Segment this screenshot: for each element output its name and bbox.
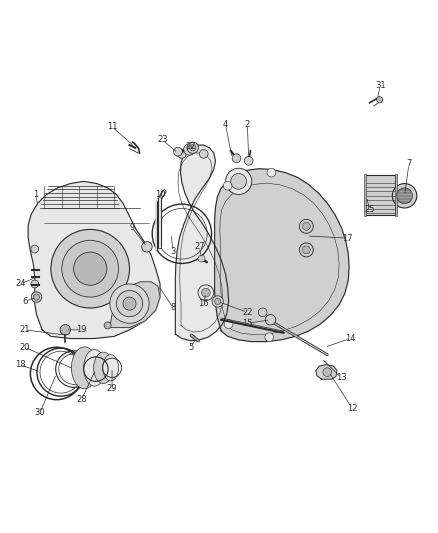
Circle shape [198, 255, 205, 262]
Circle shape [302, 246, 310, 254]
Circle shape [199, 149, 208, 158]
Circle shape [223, 181, 232, 190]
Text: 25: 25 [364, 205, 375, 214]
Text: 6: 6 [22, 297, 28, 306]
Text: 22: 22 [242, 308, 253, 317]
Text: 24: 24 [15, 279, 25, 288]
Circle shape [377, 96, 383, 103]
Text: 5: 5 [188, 343, 193, 352]
Circle shape [201, 288, 210, 297]
Circle shape [265, 333, 274, 342]
Circle shape [323, 368, 332, 376]
Circle shape [232, 154, 241, 163]
Text: 10: 10 [155, 190, 165, 199]
Circle shape [231, 174, 247, 189]
Circle shape [267, 168, 276, 177]
Circle shape [212, 296, 223, 307]
Circle shape [74, 252, 107, 285]
Circle shape [187, 142, 198, 154]
Text: 29: 29 [107, 384, 117, 393]
Circle shape [244, 157, 253, 165]
Text: 31: 31 [375, 81, 386, 90]
Ellipse shape [84, 350, 106, 386]
Circle shape [299, 243, 313, 257]
Circle shape [198, 285, 214, 301]
Polygon shape [110, 282, 160, 328]
Circle shape [302, 222, 310, 230]
Circle shape [117, 290, 143, 317]
Text: 27: 27 [194, 243, 205, 252]
Text: 20: 20 [19, 343, 30, 352]
Circle shape [60, 325, 71, 335]
Circle shape [31, 245, 39, 253]
Text: 12: 12 [347, 404, 357, 413]
Circle shape [177, 149, 186, 158]
Text: 30: 30 [35, 408, 45, 417]
Text: 4: 4 [223, 120, 228, 129]
Circle shape [142, 241, 152, 252]
Text: 9: 9 [129, 223, 134, 232]
Text: 7: 7 [406, 159, 412, 168]
Circle shape [224, 320, 233, 328]
Circle shape [33, 294, 39, 300]
Ellipse shape [71, 347, 98, 389]
Polygon shape [215, 169, 349, 342]
Bar [395, 174, 397, 216]
Polygon shape [175, 145, 229, 341]
Circle shape [31, 280, 39, 288]
Ellipse shape [103, 354, 119, 381]
Circle shape [104, 322, 111, 329]
Text: 17: 17 [343, 233, 353, 243]
Text: 21: 21 [19, 325, 30, 334]
Bar [365, 175, 395, 215]
Circle shape [299, 220, 313, 233]
Circle shape [258, 308, 267, 317]
Text: 1: 1 [33, 190, 38, 199]
Text: 11: 11 [107, 122, 117, 131]
Text: 18: 18 [15, 360, 26, 369]
Circle shape [215, 298, 221, 304]
Text: 28: 28 [76, 395, 87, 404]
Text: 22: 22 [185, 142, 196, 151]
Circle shape [392, 183, 417, 208]
Circle shape [184, 144, 195, 155]
Text: 19: 19 [76, 325, 87, 334]
Text: 2: 2 [245, 120, 250, 129]
Text: 14: 14 [345, 334, 355, 343]
Text: 23: 23 [157, 135, 168, 144]
Circle shape [226, 168, 252, 195]
Circle shape [123, 297, 136, 310]
Text: 13: 13 [336, 373, 346, 382]
Text: 3: 3 [170, 247, 176, 256]
Text: 16: 16 [198, 299, 209, 308]
Circle shape [110, 284, 149, 323]
Circle shape [51, 229, 130, 308]
Circle shape [265, 314, 276, 325]
Polygon shape [28, 181, 160, 338]
Circle shape [397, 188, 413, 204]
Text: 15: 15 [242, 319, 253, 328]
Circle shape [173, 147, 182, 156]
Text: 8: 8 [170, 303, 176, 312]
Ellipse shape [94, 352, 113, 384]
Circle shape [190, 144, 196, 151]
Circle shape [31, 292, 42, 302]
Bar [364, 174, 366, 216]
Circle shape [62, 240, 119, 297]
Polygon shape [316, 365, 337, 379]
